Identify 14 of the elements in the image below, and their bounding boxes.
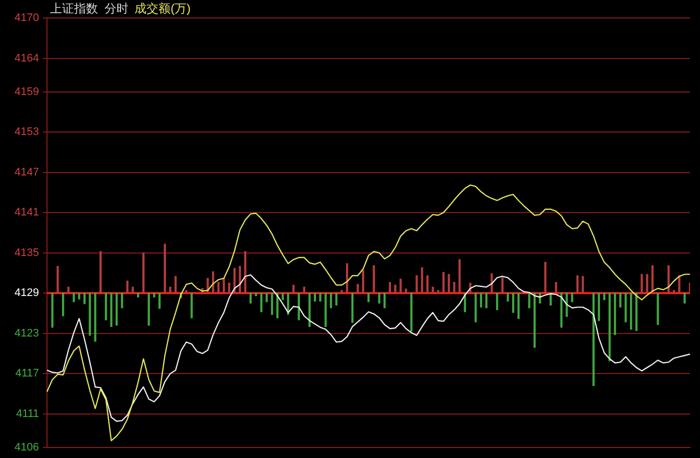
y-tick-label: 4147: [14, 166, 39, 178]
y-tick-label: 4135: [14, 246, 39, 259]
text: 成交额(万): [134, 1, 191, 16]
y-tick-label: 4141: [14, 206, 39, 219]
y-tick-label: 4129: [14, 287, 39, 300]
y-tick-label: 4123: [14, 327, 39, 340]
y-tick-label: 4106: [14, 441, 39, 454]
y-tick-label: 4170: [14, 12, 39, 24]
y-tick-label: 4117: [15, 368, 39, 380]
y-tick-label: 4153: [14, 126, 39, 138]
chart-title: 上证指数 分时: [50, 1, 129, 16]
y-tick-label: 4111: [16, 408, 39, 420]
y-tick-label: 4164: [14, 52, 39, 64]
y-tick-label: 4159: [14, 86, 39, 98]
